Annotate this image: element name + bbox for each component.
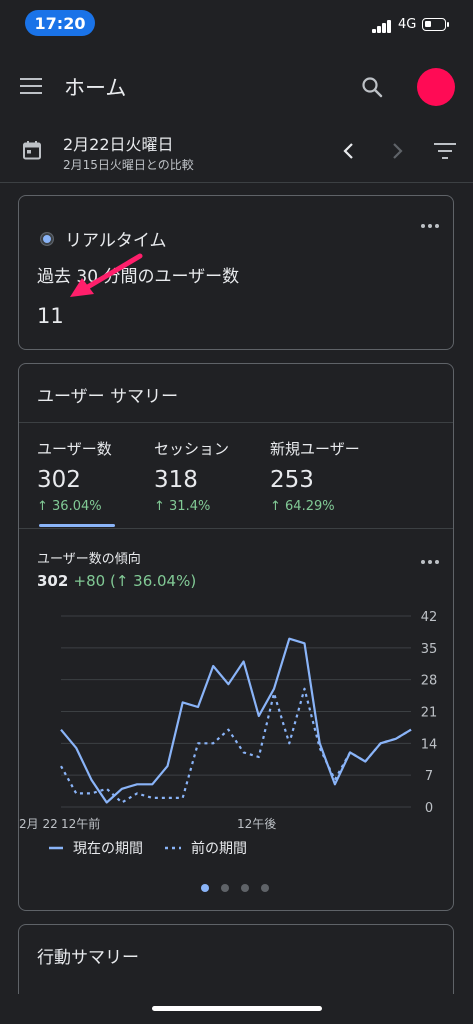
menu-icon[interactable] (20, 78, 42, 96)
metric-label: 新規ユーザー (270, 440, 360, 458)
user-summary-card: ユーザー サマリー ユーザー数 302 ↑ 36.04% セッション 318 ↑… (18, 363, 454, 911)
realtime-value: 11 (37, 304, 64, 328)
network-type: 4G (398, 17, 417, 32)
more-options-icon[interactable] (421, 560, 443, 566)
y-tick-label: 0 (425, 801, 433, 816)
filter-icon[interactable] (434, 142, 456, 160)
metric-new-users[interactable]: 新規ユーザー 253 ↑ 64.29% (270, 438, 360, 514)
selected-metric-indicator (39, 524, 115, 527)
battery-icon (422, 18, 449, 31)
y-tick-label: 42 (421, 610, 438, 625)
trend-value: 302 +80 (↑ 36.04%) (37, 572, 196, 590)
metric-change: ↑ 36.04% (37, 499, 102, 514)
avatar[interactable] (417, 68, 455, 106)
x-tick-label: 12午後 (237, 817, 276, 831)
metric-change: ↑ 31.4% (154, 499, 211, 514)
x-tick-label: 2月 22 (19, 817, 58, 831)
previous-period-line (60, 687, 412, 804)
app-bar: ホーム (0, 56, 473, 116)
divider (19, 528, 453, 529)
x-tick-label: 12午前 (61, 816, 100, 831)
legend-label-previous: 前の期間 (191, 840, 247, 857)
realtime-title: リアルタイム (65, 231, 167, 251)
pager-dot[interactable] (261, 884, 269, 892)
chevron-right-icon[interactable] (386, 140, 408, 162)
pager-dot[interactable] (241, 884, 249, 892)
current-period-line (60, 637, 412, 804)
more-options-icon[interactable] (421, 224, 443, 230)
divider (19, 422, 453, 423)
metric-value: 318 (154, 467, 198, 493)
metric-value: 302 (37, 467, 81, 493)
metric-users[interactable]: ユーザー数 302 ↑ 36.04% (37, 438, 112, 514)
realtime-indicator-icon (41, 233, 53, 245)
metric-label: セッション (154, 440, 230, 458)
trend-total: 302 (37, 572, 69, 590)
metric-label: ユーザー数 (37, 440, 112, 458)
realtime-card[interactable]: リアルタイム 過去 30 分間のユーザー数 11 (18, 195, 454, 350)
trend-title: ユーザー数の傾向 (37, 552, 141, 567)
pager-dot-active[interactable] (201, 884, 209, 892)
realtime-label: 過去 30 分間のユーザー数 (37, 267, 240, 287)
page-title: ホーム (64, 76, 127, 100)
pager-dot[interactable] (221, 884, 229, 892)
annotation-arrow-icon (70, 253, 143, 297)
date-range-bar: 2月22日火曜日 2月15日火曜日との比較 (0, 126, 473, 183)
calendar-icon[interactable] (22, 140, 42, 160)
chevron-left-icon[interactable] (338, 140, 360, 162)
y-tick-label: 28 (421, 674, 438, 689)
home-indicator[interactable] (152, 1006, 322, 1011)
status-time[interactable]: 17:20 (25, 10, 95, 36)
summary-title: ユーザー サマリー (37, 387, 179, 407)
status-bar: 17:20 4G (0, 0, 473, 46)
y-tick-label: 21 (421, 706, 438, 721)
comparison-label: 2月15日火曜日との比較 (63, 158, 194, 172)
legend-label-current: 現在の期間 (73, 841, 143, 857)
behavior-summary-card[interactable]: 行動サマリー (18, 924, 454, 994)
trend-change: +80 (↑ 36.04%) (73, 572, 197, 590)
chart-pager[interactable] (201, 884, 281, 894)
y-tick-label: 7 (425, 769, 433, 784)
behavior-title: 行動サマリー (37, 948, 139, 968)
metric-value: 253 (270, 467, 314, 493)
y-tick-label: 14 (421, 737, 438, 752)
metric-sessions[interactable]: セッション 318 ↑ 31.4% (154, 438, 229, 514)
date-range-label[interactable]: 2月22日火曜日 (63, 135, 174, 154)
signal-icon (372, 19, 394, 33)
y-tick-label: 35 (421, 642, 438, 657)
search-icon[interactable] (360, 75, 384, 99)
metric-change: ↑ 64.29% (270, 499, 335, 514)
